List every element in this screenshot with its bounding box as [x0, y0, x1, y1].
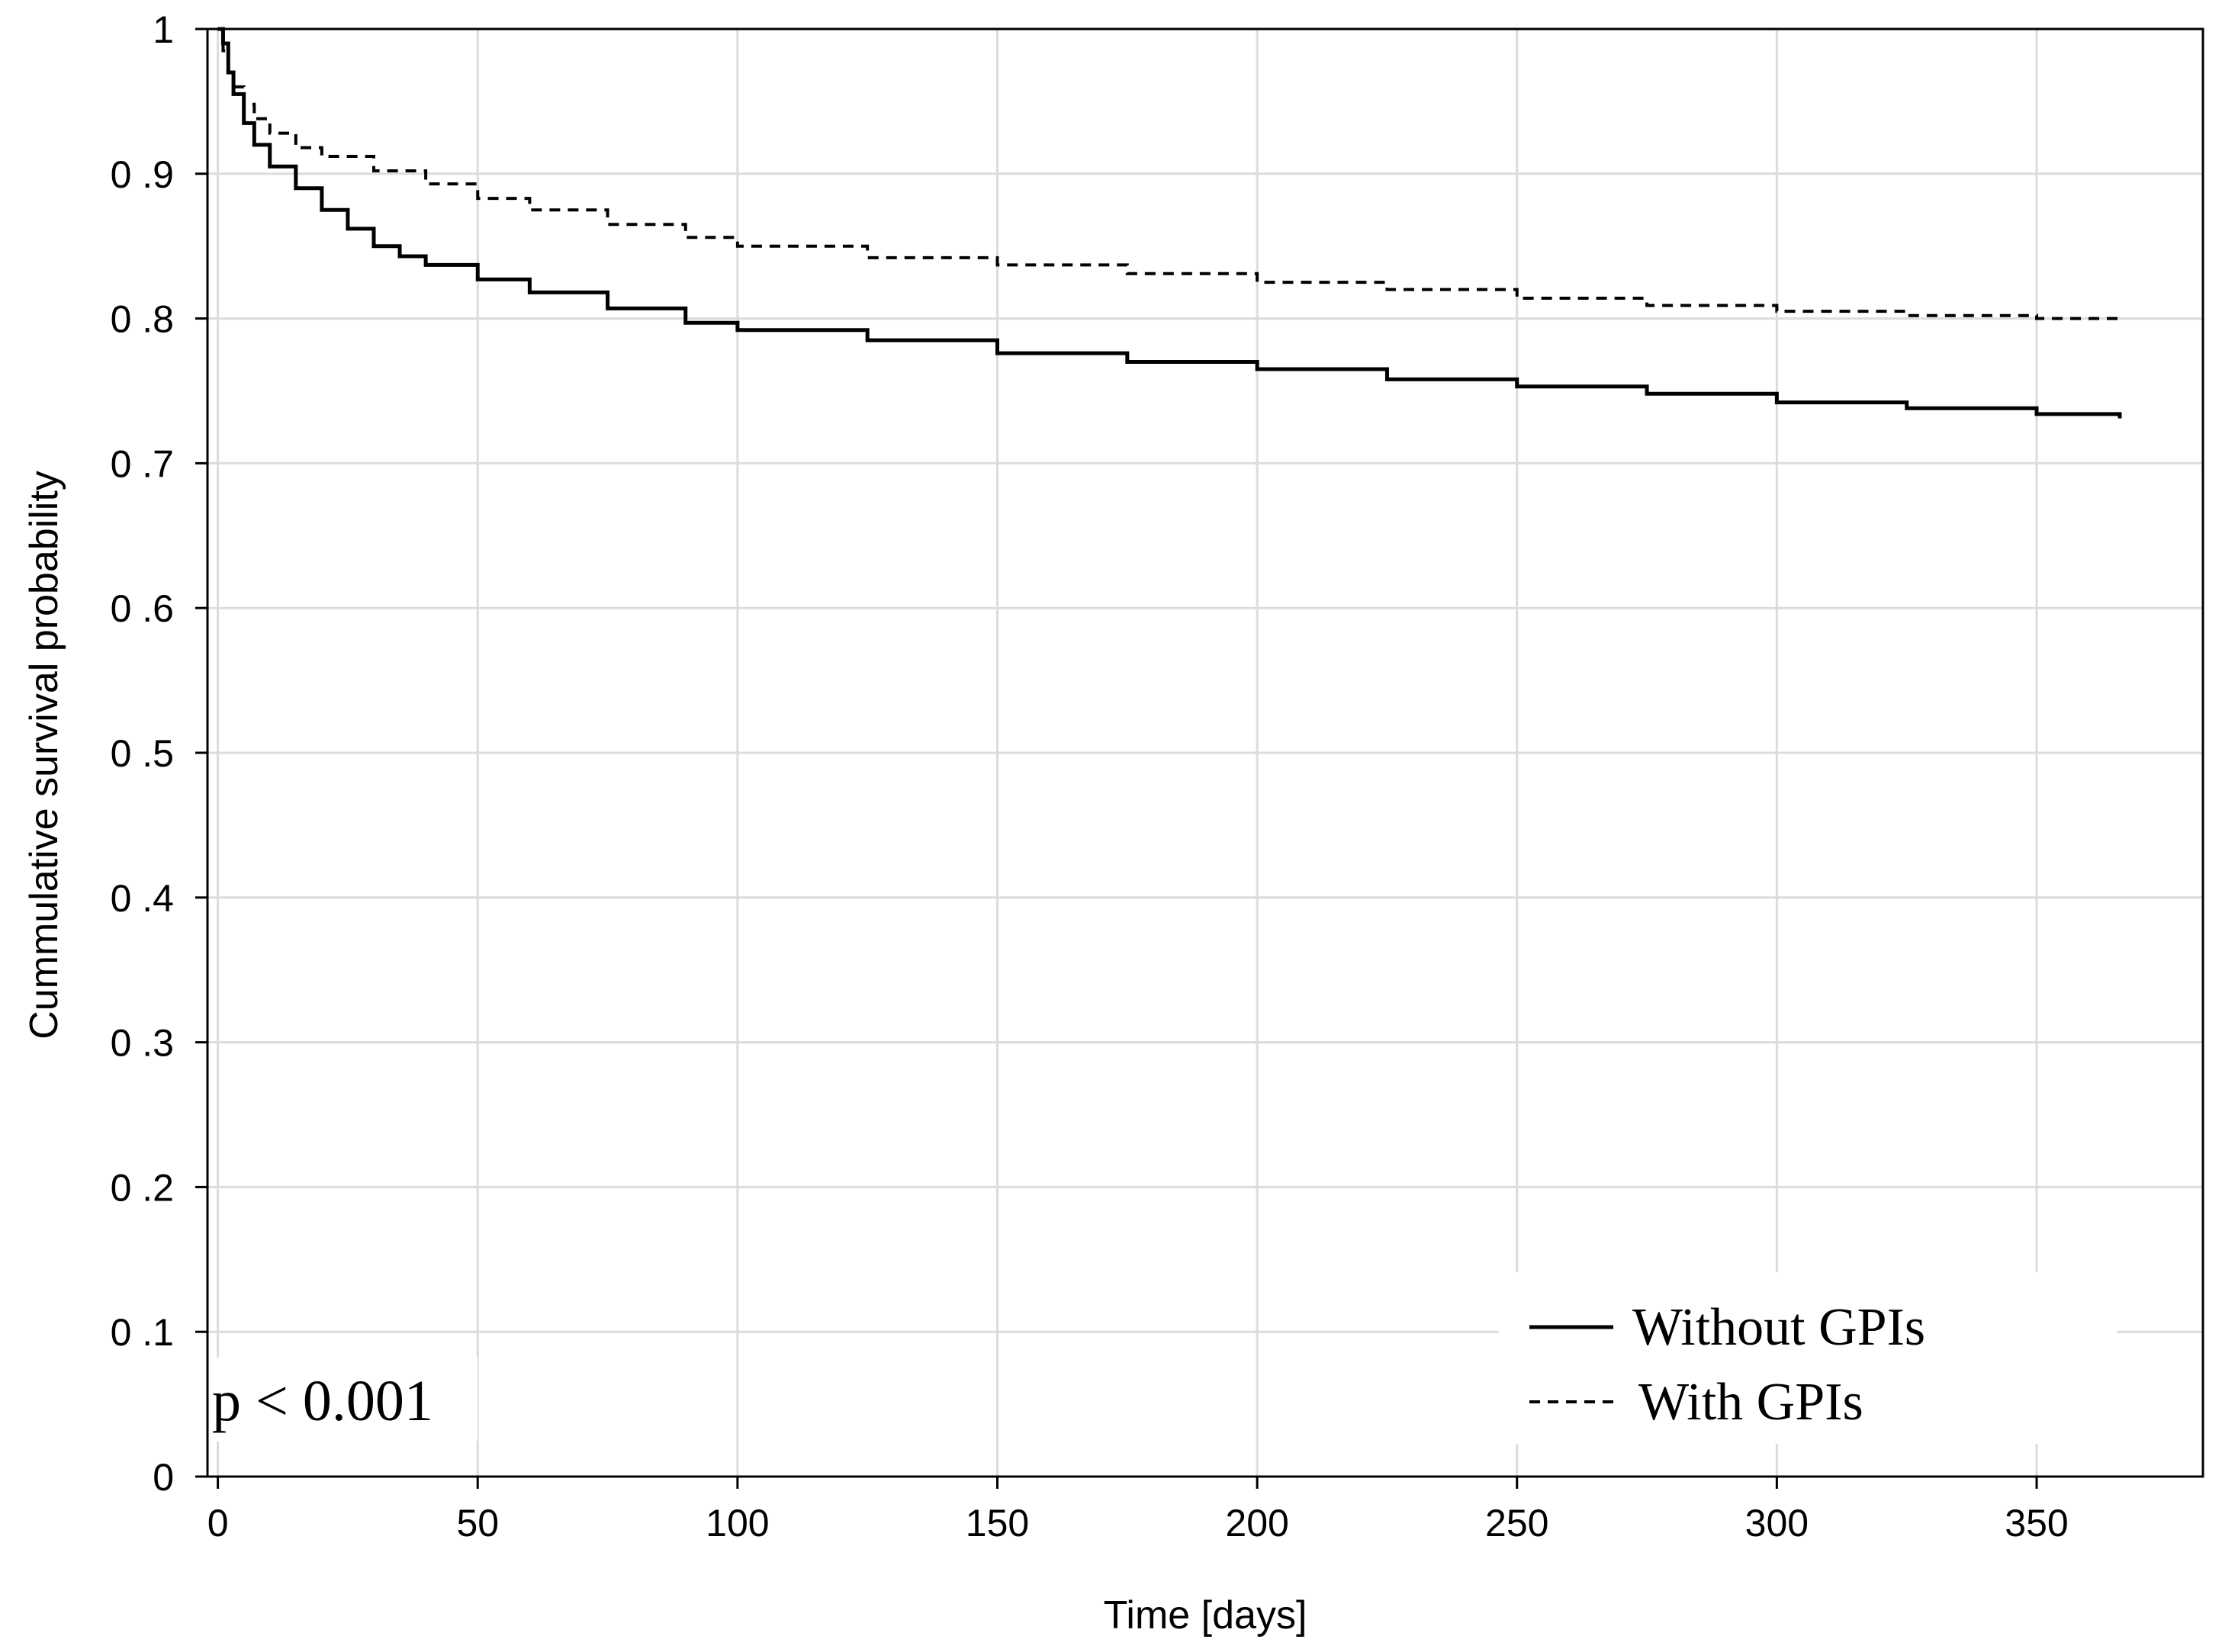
y-tick-label: 0 .6: [111, 587, 174, 630]
y-tick-label: 0 .3: [111, 1022, 174, 1065]
x-tick-label: 300: [1745, 1502, 1809, 1544]
x-tick-label: 250: [1485, 1502, 1548, 1544]
x-axis-title: Time [days]: [1104, 1593, 1307, 1638]
y-tick-label: 0 .8: [111, 298, 174, 341]
grid: [207, 27, 2203, 1478]
y-tick-label: 0 .4: [111, 877, 174, 920]
series-layer: [217, 27, 2122, 419]
x-tick-label: 150: [966, 1502, 1029, 1544]
x-tick-label: 100: [706, 1502, 769, 1544]
p-value-annotation: p < 0.001: [212, 1369, 433, 1433]
y-axis: 0 0 .1 0 .2 0 .3 0 .4 0 .5 0 .6 0 .7 0 .8 0 .9 1: [111, 8, 207, 1499]
annotation-background: [211, 1358, 478, 1441]
y-tick-label: 0: [153, 1456, 174, 1499]
x-axis: 0 50 100 150 200 250 300 350: [207, 1477, 2069, 1544]
x-tick-label: 50: [456, 1502, 499, 1544]
x-tick-label: 0: [207, 1502, 229, 1544]
y-axis-title: Cummulative survival probability: [22, 471, 66, 1040]
y-tick-label: 0 .2: [111, 1166, 174, 1209]
y-tick-label: 0 .7: [111, 442, 174, 485]
x-tick-label: 200: [1225, 1502, 1288, 1544]
legend: Without GPIs With GPIs: [1499, 1272, 2117, 1444]
y-tick-label: 0 .9: [111, 153, 174, 196]
x-tick-label: 350: [2005, 1502, 2068, 1544]
y-tick-label: 0 .1: [111, 1311, 174, 1354]
series-line-without-gpis: [217, 27, 2122, 419]
legend-background: [1499, 1272, 2117, 1444]
y-tick-label: 1: [153, 8, 174, 51]
y-tick-label: 0 .5: [111, 732, 174, 775]
legend-label-without-gpis: Without GPIs: [1632, 1298, 1925, 1357]
legend-label-with-gpis: With GPIs: [1638, 1373, 1863, 1432]
